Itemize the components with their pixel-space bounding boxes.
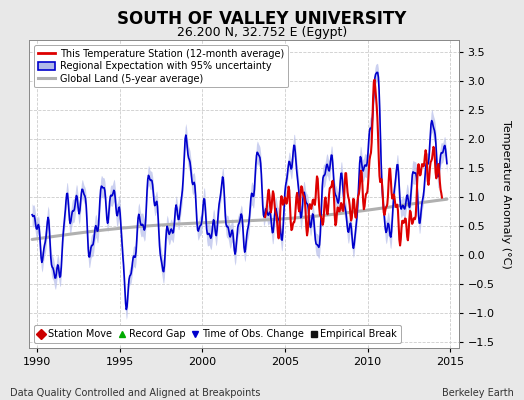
Text: 26.200 N, 32.752 E (Egypt): 26.200 N, 32.752 E (Egypt): [177, 26, 347, 39]
Y-axis label: Temperature Anomaly (°C): Temperature Anomaly (°C): [501, 120, 511, 268]
Text: SOUTH OF VALLEY UNIVERSITY: SOUTH OF VALLEY UNIVERSITY: [117, 10, 407, 28]
Text: Data Quality Controlled and Aligned at Breakpoints: Data Quality Controlled and Aligned at B…: [10, 388, 261, 398]
Legend: Station Move, Record Gap, Time of Obs. Change, Empirical Break: Station Move, Record Gap, Time of Obs. C…: [34, 325, 401, 343]
Text: Berkeley Earth: Berkeley Earth: [442, 388, 514, 398]
